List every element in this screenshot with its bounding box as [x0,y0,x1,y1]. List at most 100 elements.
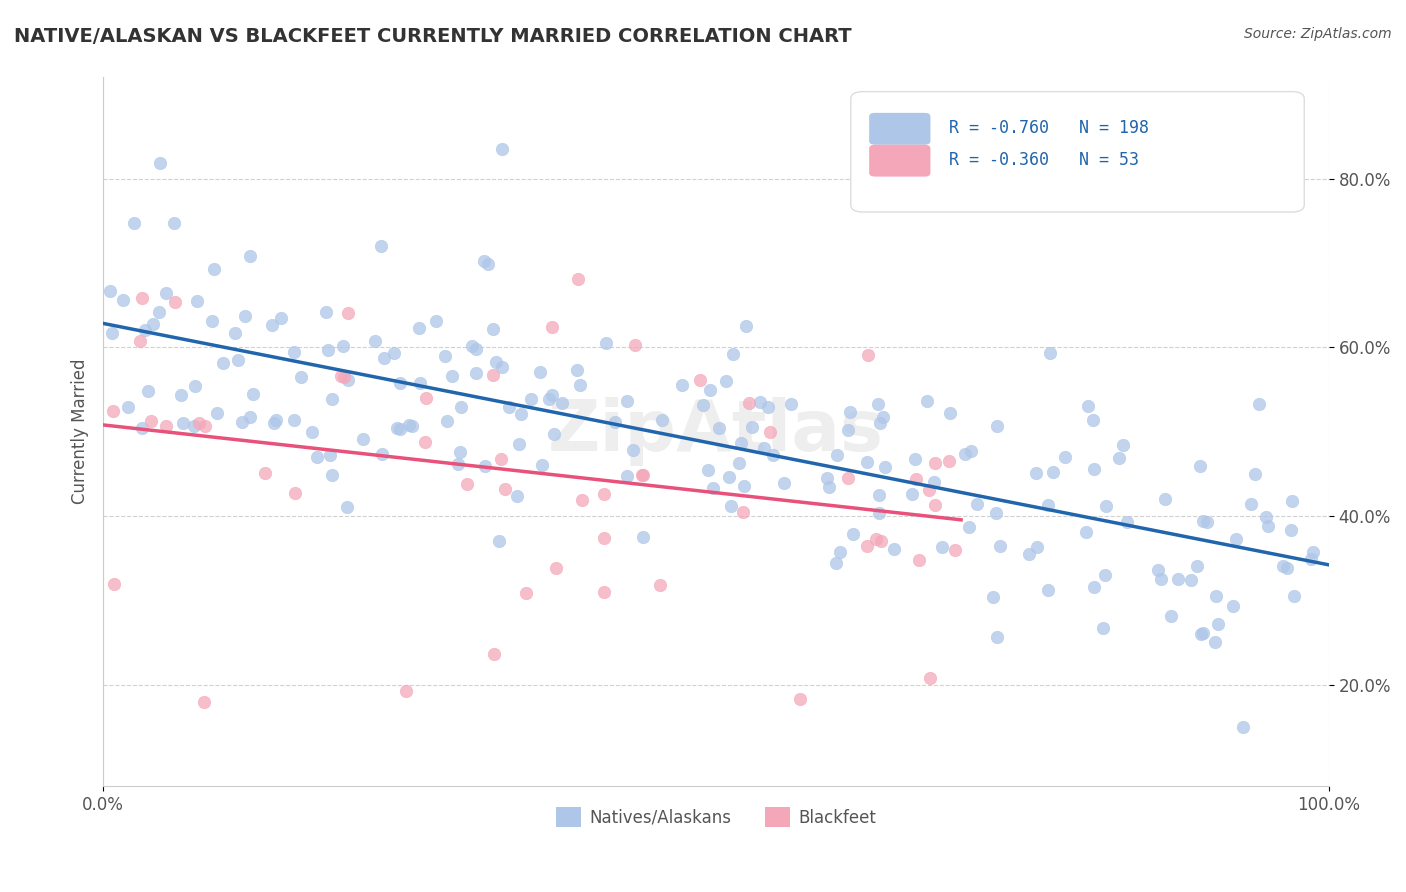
Point [202,261,225,276]
Point [728,456,751,470]
Point [531,458,554,472]
Point [981,590,1004,604]
Point [733,504,755,518]
Point [901,487,924,501]
Point [1077,400,1099,414]
Point [671,377,693,392]
Point [498,401,520,415]
Point [226,353,249,368]
Point [837,424,859,438]
Point [631,530,654,544]
Point [239,249,262,263]
Point [1222,599,1244,614]
FancyBboxPatch shape [869,145,931,177]
Point [865,533,887,547]
Point [733,478,755,492]
Point [828,544,851,558]
Point [593,531,616,545]
Point [1301,551,1323,566]
Point [447,457,470,471]
Point [270,311,292,326]
Point [408,321,430,335]
Point [124,216,146,230]
Point [818,480,841,494]
Point [1240,497,1263,511]
Point [321,467,343,482]
Point [170,387,193,401]
Point [537,392,560,406]
Point [689,373,711,387]
Point [869,416,891,430]
Point [100,326,122,341]
Point [1018,547,1040,561]
Point [1195,515,1218,529]
Point [1256,509,1278,524]
Point [571,492,593,507]
Point [253,466,276,480]
Point [924,499,946,513]
Point [565,362,588,376]
Point [1025,466,1047,480]
Point [1204,635,1226,649]
Point [401,419,423,434]
Point [825,557,848,571]
Point [959,519,981,533]
Text: ZipAtlas: ZipAtlas [548,397,884,467]
Point [485,355,508,369]
Point [966,497,988,511]
Point [494,482,516,496]
Point [938,453,960,467]
Point [290,369,312,384]
Point [370,239,392,253]
Point [702,481,724,495]
Point [709,421,731,435]
Point [264,413,287,427]
Point [1205,589,1227,603]
Point [395,684,418,698]
Point [98,285,121,299]
Point [321,392,343,406]
Point [371,447,394,461]
Point [1191,625,1213,640]
Point [1094,568,1116,582]
Point [918,672,941,686]
Point [621,442,644,457]
Point [718,470,741,484]
Point [186,294,208,309]
Point [544,561,567,575]
Point [193,695,215,709]
Point [224,326,246,341]
Point [868,397,890,411]
Point [482,368,505,382]
Point [1112,438,1135,452]
Point [134,323,156,337]
Point [873,459,896,474]
Point [1083,580,1105,594]
Point [1247,397,1270,411]
Point [1150,572,1173,586]
Point [415,391,437,405]
Point [741,420,763,434]
Point [692,398,714,412]
Point [593,584,616,599]
Point [155,286,177,301]
Point [1147,563,1170,577]
Point [200,314,222,328]
Point [699,383,721,397]
Point [456,477,478,491]
Point [194,418,217,433]
Point [960,443,983,458]
Point [436,414,458,428]
Point [883,541,905,556]
Point [398,417,420,432]
Point [330,369,353,384]
Point [856,454,879,468]
Point [872,410,894,425]
Point [1167,572,1189,586]
Text: NATIVE/ALASKAN VS BLACKFEET CURRENTLY MARRIED CORRELATION CHART: NATIVE/ALASKAN VS BLACKFEET CURRENTLY MA… [14,27,852,45]
Text: Source: ZipAtlas.com: Source: ZipAtlas.com [1244,27,1392,41]
Point [624,338,647,352]
Point [1160,609,1182,624]
Point [1180,573,1202,587]
Point [1225,532,1247,546]
